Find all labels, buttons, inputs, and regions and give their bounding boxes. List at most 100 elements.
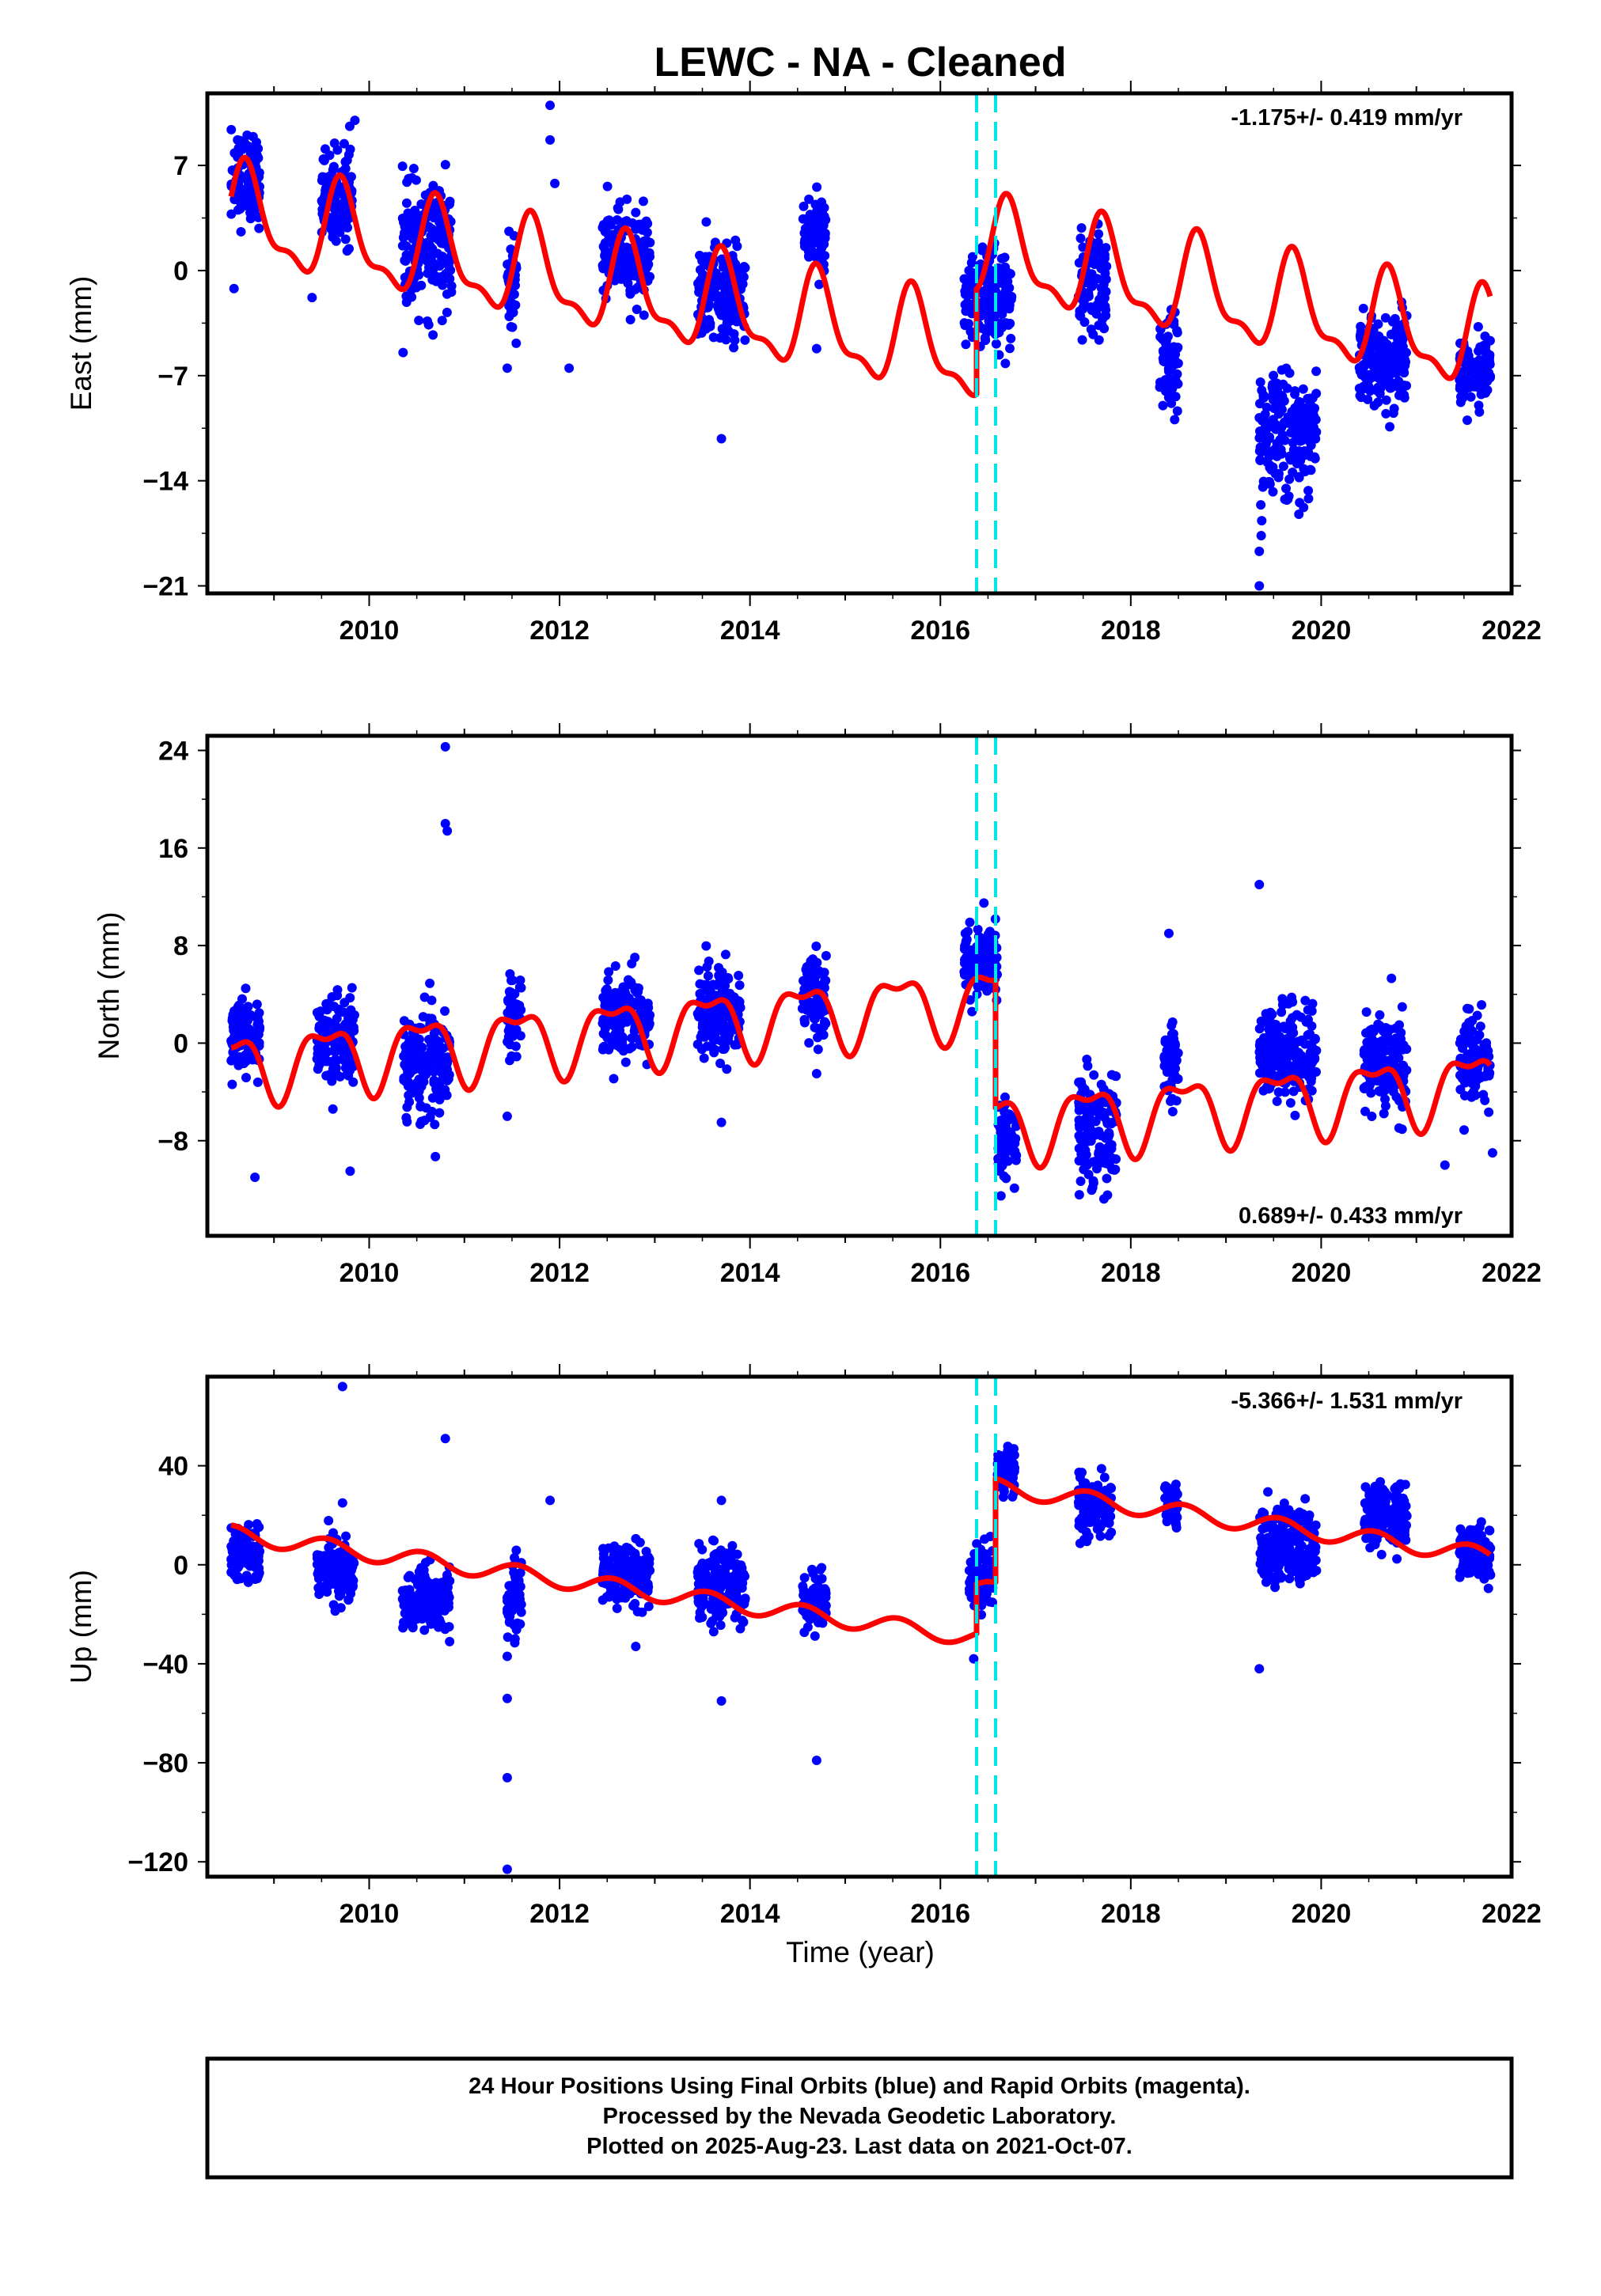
up-data-point xyxy=(612,1603,622,1613)
north-data-point xyxy=(332,985,343,995)
north-data-point xyxy=(695,988,705,998)
up-data-point xyxy=(635,1537,645,1548)
east-data-point xyxy=(967,252,977,262)
north-data-point xyxy=(819,983,829,993)
north-xtick-label-2022: 2022 xyxy=(1481,1258,1542,1288)
north-data-point xyxy=(254,1025,264,1035)
east-data-point xyxy=(814,279,825,290)
north-data-point xyxy=(1272,1096,1282,1106)
north-data-point xyxy=(1380,1101,1390,1111)
east-data-point xyxy=(1290,389,1300,400)
up-data-point xyxy=(343,1595,354,1605)
north-data-point xyxy=(233,1060,244,1070)
north-data-point xyxy=(1011,1121,1021,1131)
north-data-point xyxy=(967,1006,977,1017)
north-data-point xyxy=(961,938,971,948)
north-data-point xyxy=(714,970,724,980)
east-data-point xyxy=(332,145,343,155)
east-data-point xyxy=(1172,328,1182,338)
north-data-point xyxy=(1310,1033,1320,1044)
east-data-point xyxy=(1380,313,1390,323)
north-data-point xyxy=(959,958,969,968)
north-data-point xyxy=(320,1056,330,1067)
east-data-point xyxy=(397,241,408,251)
east-data-point xyxy=(1311,415,1321,425)
north-data-point xyxy=(1091,1164,1102,1174)
north-data-point xyxy=(402,1116,412,1127)
east-data-point xyxy=(1475,342,1485,352)
north-data-point xyxy=(714,963,724,973)
north-data-point xyxy=(1463,1036,1473,1046)
east-data-point xyxy=(1075,306,1085,316)
up-data-point xyxy=(442,1574,452,1585)
east-data-point xyxy=(233,143,244,153)
east-data-point xyxy=(1303,486,1314,496)
east-data-point xyxy=(1004,269,1015,279)
north-data-point xyxy=(1375,1086,1385,1097)
up-data-point xyxy=(799,1573,810,1583)
east-outlier-point xyxy=(350,116,360,126)
east-data-point xyxy=(1388,408,1398,419)
north-data-point xyxy=(995,1135,1005,1145)
north-data-point xyxy=(1477,1000,1487,1010)
east-data-point xyxy=(1158,400,1168,411)
east-data-point xyxy=(624,248,635,258)
east-data-point xyxy=(1004,304,1015,314)
east-data-point xyxy=(245,198,256,208)
up-data-point xyxy=(399,1596,409,1606)
east-data-point xyxy=(1303,494,1314,504)
north-data-point xyxy=(328,1104,338,1114)
east-data-point xyxy=(342,246,352,256)
north-data-point xyxy=(1079,1131,1089,1142)
east-data-point xyxy=(980,296,990,306)
north-data-point xyxy=(1162,1067,1172,1078)
east-data-point xyxy=(1160,374,1170,385)
east-frame xyxy=(205,91,1514,596)
north-data-point xyxy=(1076,1176,1086,1187)
north-outlier-point xyxy=(716,1117,727,1127)
north-outlier-point xyxy=(1440,1160,1450,1170)
north-data-point xyxy=(1167,1074,1178,1085)
north-ytick-label: 0 xyxy=(173,1029,188,1059)
up-data-point xyxy=(337,1559,347,1569)
north-data-point xyxy=(1096,1131,1106,1141)
east-data-point xyxy=(806,248,816,259)
east-data-point xyxy=(249,150,260,160)
east-data-point xyxy=(1256,530,1266,540)
north-data-point xyxy=(1394,1020,1405,1030)
north-data-point xyxy=(603,975,613,985)
east-data-point xyxy=(620,273,630,283)
east-data-point xyxy=(438,258,449,268)
east-data-point xyxy=(815,231,825,241)
up-data-point xyxy=(254,1568,264,1578)
east-data-point xyxy=(964,265,974,275)
east-data-point xyxy=(639,310,649,320)
east-data-point xyxy=(701,217,711,227)
north-data-point xyxy=(254,1038,264,1048)
east-data-point xyxy=(717,324,727,334)
east-data-point xyxy=(1480,388,1490,398)
up-xtick-label-2022: 2022 xyxy=(1481,1899,1542,1929)
north-data-point xyxy=(1170,1057,1181,1067)
north-data-point xyxy=(506,1051,517,1061)
up-data-point xyxy=(803,1590,814,1601)
east-data-point xyxy=(334,211,344,222)
east-data-point xyxy=(1294,472,1304,483)
east-data-point xyxy=(1258,390,1269,400)
chart-title: LEWC - NA - Cleaned xyxy=(654,40,1067,85)
north-data-point xyxy=(1466,1092,1477,1102)
east-data-point xyxy=(1374,373,1384,384)
north-data-point xyxy=(1375,1010,1385,1020)
up-data-point xyxy=(979,1551,989,1561)
north-data-point xyxy=(1396,1034,1406,1044)
north-data-point xyxy=(425,978,435,988)
east-data-point xyxy=(1278,379,1288,389)
panel-up: 2010 2012 2014 2016 2018 2020 2022400−40−80−12… xyxy=(65,1364,1542,1929)
north-data-point xyxy=(703,971,713,981)
north-data-point xyxy=(1098,1107,1108,1117)
up-data-point xyxy=(637,1574,647,1584)
north-data-point xyxy=(241,1072,252,1082)
east-data-point xyxy=(961,275,971,286)
east-ytick-label: 0 xyxy=(173,256,188,286)
up-data-point xyxy=(415,1610,426,1620)
